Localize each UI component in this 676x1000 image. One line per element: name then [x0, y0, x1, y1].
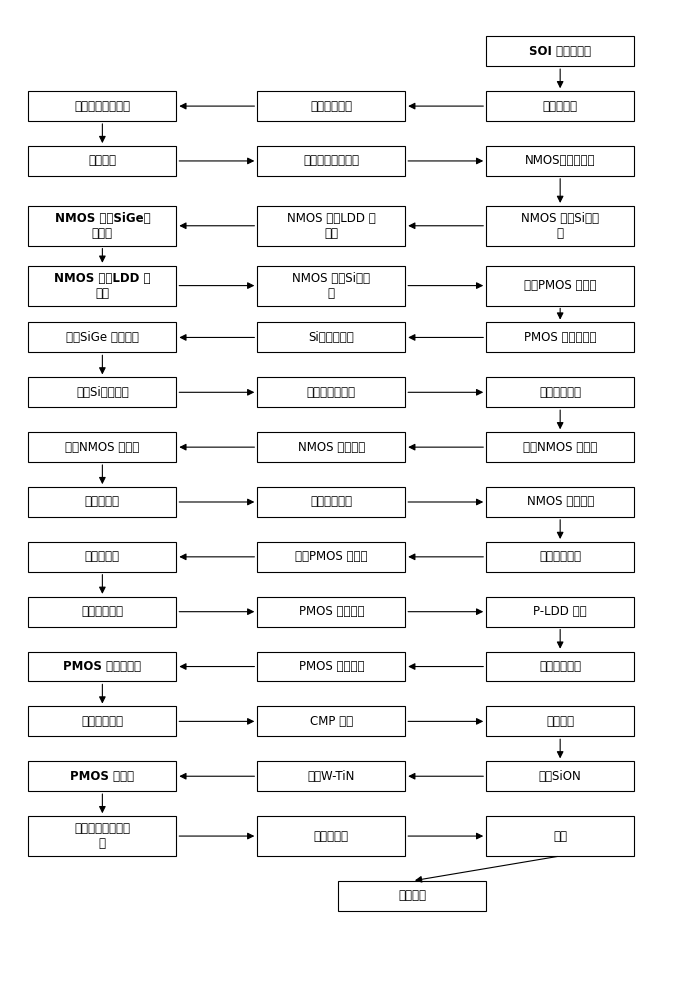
FancyBboxPatch shape — [257, 322, 406, 352]
Text: CMP 抛光: CMP 抛光 — [310, 715, 353, 728]
Text: 淀积栅多晶硅: 淀积栅多晶硅 — [81, 605, 124, 618]
Text: 光刻NMOS 漏沟槽: 光刻NMOS 漏沟槽 — [523, 441, 598, 454]
FancyBboxPatch shape — [257, 597, 406, 627]
FancyBboxPatch shape — [486, 266, 634, 306]
FancyBboxPatch shape — [257, 432, 406, 462]
Text: NMOS 源区Si层生
长: NMOS 源区Si层生 长 — [292, 272, 370, 300]
Text: NMOS 第二LDD 层
生长: NMOS 第二LDD 层 生长 — [54, 272, 151, 300]
FancyBboxPatch shape — [257, 266, 406, 306]
Text: 光刻NMOS 栅沟槽: 光刻NMOS 栅沟槽 — [66, 441, 139, 454]
Text: PMOS 有源区刻蚀: PMOS 有源区刻蚀 — [524, 331, 596, 344]
Text: 虚栅腐蚀: 虚栅腐蚀 — [546, 715, 574, 728]
FancyBboxPatch shape — [28, 146, 176, 176]
FancyBboxPatch shape — [486, 206, 634, 246]
FancyBboxPatch shape — [486, 706, 634, 736]
FancyBboxPatch shape — [28, 652, 176, 681]
FancyBboxPatch shape — [257, 487, 406, 517]
Text: 光刻PMOS 有源区: 光刻PMOS 有源区 — [295, 550, 368, 563]
Text: NMOS有源区刻蚀: NMOS有源区刻蚀 — [525, 154, 596, 167]
FancyBboxPatch shape — [486, 432, 634, 462]
FancyBboxPatch shape — [257, 146, 406, 176]
FancyBboxPatch shape — [257, 91, 406, 121]
Text: Si缓冲层生长: Si缓冲层生长 — [308, 331, 354, 344]
FancyBboxPatch shape — [257, 206, 406, 246]
FancyBboxPatch shape — [486, 322, 634, 352]
FancyBboxPatch shape — [486, 652, 634, 681]
Text: NMOS 应变SiGe沟
道生长: NMOS 应变SiGe沟 道生长 — [55, 212, 150, 240]
FancyBboxPatch shape — [486, 761, 634, 791]
Text: 光刻浅槽隔离区: 光刻浅槽隔离区 — [307, 386, 356, 399]
Text: PMOS 虚栅制备: PMOS 虚栅制备 — [299, 605, 364, 618]
Text: 重掺杂集电极制备: 重掺杂集电极制备 — [74, 100, 130, 113]
Text: 淀积栅介质: 淀积栅介质 — [85, 495, 120, 508]
FancyBboxPatch shape — [486, 487, 634, 517]
Text: 重掺杂发射区制备: 重掺杂发射区制备 — [304, 154, 359, 167]
Text: 淀积栅介质: 淀积栅介质 — [85, 550, 120, 563]
FancyBboxPatch shape — [28, 487, 176, 517]
Text: 基区制备: 基区制备 — [89, 154, 116, 167]
FancyBboxPatch shape — [28, 377, 176, 407]
Text: 光刻引线: 光刻引线 — [398, 889, 426, 902]
FancyBboxPatch shape — [257, 377, 406, 407]
Text: 淀积栅多晶硅: 淀积栅多晶硅 — [310, 495, 352, 508]
FancyBboxPatch shape — [486, 597, 634, 627]
Text: 本征Si帽层生长: 本征Si帽层生长 — [76, 386, 128, 399]
FancyBboxPatch shape — [28, 206, 176, 246]
Text: 淀积二氧化硅: 淀积二氧化硅 — [81, 715, 124, 728]
FancyBboxPatch shape — [486, 377, 634, 407]
FancyBboxPatch shape — [338, 881, 486, 911]
FancyBboxPatch shape — [257, 816, 406, 856]
Text: NMOS 第一LDD 层
生长: NMOS 第一LDD 层 生长 — [287, 212, 376, 240]
FancyBboxPatch shape — [28, 91, 176, 121]
Text: 深槽隔离制备: 深槽隔离制备 — [310, 100, 352, 113]
Text: 淀积W-TiN: 淀积W-TiN — [308, 770, 355, 783]
Text: 光刻PMOS 有源区: 光刻PMOS 有源区 — [524, 279, 596, 292]
Text: NMOS 漏区Si层生
长: NMOS 漏区Si层生 长 — [521, 212, 599, 240]
Text: 淀积二氧化硅: 淀积二氧化硅 — [539, 550, 581, 563]
FancyBboxPatch shape — [486, 542, 634, 572]
FancyBboxPatch shape — [486, 146, 634, 176]
FancyBboxPatch shape — [28, 266, 176, 306]
Text: 集电区制备: 集电区制备 — [543, 100, 578, 113]
Text: 淀积二氧化硅: 淀积二氧化硅 — [539, 660, 581, 673]
Text: SOI 衬底片选取: SOI 衬底片选取 — [529, 45, 592, 58]
Text: 淀积二氧化硅钝化
层: 淀积二氧化硅钝化 层 — [74, 822, 130, 850]
FancyBboxPatch shape — [257, 542, 406, 572]
FancyBboxPatch shape — [486, 91, 634, 121]
FancyBboxPatch shape — [28, 432, 176, 462]
Text: 淀积SiON: 淀积SiON — [539, 770, 581, 783]
Text: P-LDD 注入: P-LDD 注入 — [533, 605, 587, 618]
Text: 合金: 合金 — [553, 830, 567, 843]
FancyBboxPatch shape — [257, 706, 406, 736]
FancyBboxPatch shape — [257, 652, 406, 681]
Text: PMOS 侧墙制备: PMOS 侧墙制备 — [299, 660, 364, 673]
Text: 应变SiGe 沟道生长: 应变SiGe 沟道生长 — [66, 331, 139, 344]
FancyBboxPatch shape — [486, 36, 634, 66]
FancyBboxPatch shape — [28, 322, 176, 352]
FancyBboxPatch shape — [28, 816, 176, 856]
FancyBboxPatch shape — [257, 761, 406, 791]
Text: 光刻引线孔: 光刻引线孔 — [314, 830, 349, 843]
Text: 浅槽隔离制备: 浅槽隔离制备 — [539, 386, 581, 399]
FancyBboxPatch shape — [486, 816, 634, 856]
Text: NMOS 漏极制备: NMOS 漏极制备 — [297, 441, 365, 454]
FancyBboxPatch shape — [28, 761, 176, 791]
Text: PMOS 栅制备: PMOS 栅制备 — [70, 770, 135, 783]
Text: NMOS 栅极制备: NMOS 栅极制备 — [527, 495, 594, 508]
Text: PMOS 源漏区注入: PMOS 源漏区注入 — [64, 660, 141, 673]
FancyBboxPatch shape — [28, 542, 176, 572]
FancyBboxPatch shape — [28, 597, 176, 627]
FancyBboxPatch shape — [28, 706, 176, 736]
